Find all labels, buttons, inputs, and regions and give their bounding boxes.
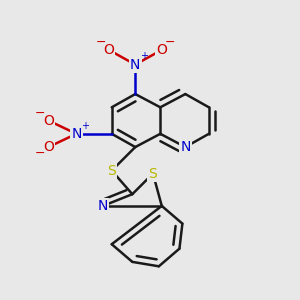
Text: −: − [95,36,106,49]
Text: N: N [180,140,190,154]
Text: O: O [156,43,167,57]
Text: +: + [140,51,148,61]
Text: −: − [35,107,45,120]
Text: +: + [81,121,89,130]
Text: O: O [103,43,114,57]
Text: N: N [71,127,82,141]
Text: N: N [130,58,140,72]
Text: N: N [98,199,108,213]
Text: −: − [35,147,45,160]
Text: −: − [165,36,175,49]
Text: S: S [148,167,157,181]
Text: O: O [43,114,54,128]
Text: S: S [107,164,116,178]
Text: O: O [43,140,54,154]
